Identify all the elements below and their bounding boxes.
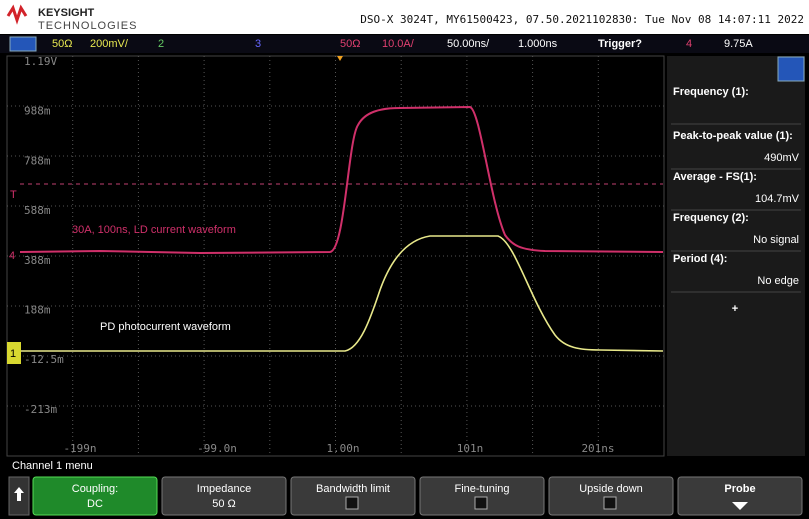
y-label: 1.19V: [24, 55, 57, 68]
menu-title: Channel 1 menu: [12, 460, 93, 472]
side-panel: [667, 56, 805, 456]
trigger-position-marker: [337, 56, 343, 61]
panel-label: Period (4):: [673, 253, 727, 265]
y-label: 188m: [24, 304, 51, 317]
ch1-waveform: [20, 235, 664, 352]
brand-sub: TECHNOLOGIES: [38, 20, 137, 32]
panel-value: 490mV: [764, 152, 800, 164]
panel-add[interactable]: +: [732, 303, 738, 315]
softkey-value: 50 Ω: [212, 498, 236, 510]
grid: [7, 56, 664, 456]
toolbar-trig-level: 9.75A: [724, 38, 753, 50]
instrument-info: DSO-X 3024T, MY61500423, 07.50.202110283…: [360, 13, 804, 26]
toolbar-ch1-imp: 50Ω: [52, 38, 72, 50]
y-label: 788m: [24, 154, 51, 167]
softkey-label: Impedance: [197, 483, 251, 495]
toolbar-ch2: 2: [158, 38, 164, 50]
softkey-label: Upside down: [579, 483, 643, 495]
softkey-checkbox: [474, 496, 488, 510]
y-label: 588m: [24, 204, 51, 217]
x-label: 201ns: [581, 442, 614, 455]
panel-value: No signal: [753, 234, 799, 246]
softkey-value: DC: [87, 498, 103, 510]
softkey[interactable]: [32, 476, 158, 516]
y-label: -12.5m: [24, 353, 64, 366]
toolbar-trig-ch: 4: [686, 38, 692, 50]
softkey-label: Fine-tuning: [454, 483, 509, 495]
panel-menu-icon[interactable]: [777, 56, 805, 82]
softkey-checkbox: [345, 496, 359, 510]
panel-label: Frequency (1):: [673, 86, 749, 98]
softkey[interactable]: [161, 476, 287, 516]
panel-label: Peak-to-peak value (1):: [673, 130, 793, 142]
y-label: -213m: [24, 403, 57, 416]
x-label: -99.0n: [197, 442, 237, 455]
x-label: 1.00n: [326, 442, 359, 455]
softkey-label: Bandwidth limit: [316, 483, 390, 495]
toolbar: [0, 35, 809, 53]
softkey[interactable]: [290, 476, 416, 516]
marker-ch1: 1: [10, 348, 16, 360]
panel-label: Average - FS(1):: [673, 171, 757, 183]
toolbar-ch1-scale: 200mV/: [90, 38, 129, 50]
y-label: 388m: [24, 254, 51, 267]
back-arrow: [14, 487, 24, 501]
toolbar-trigger: Trigger?: [598, 38, 642, 50]
annotation-ld: 30A, 100ns, LD current waveform: [72, 224, 236, 236]
menu-icon[interactable]: [9, 36, 37, 52]
softkey-arrow: [732, 502, 748, 510]
toolbar-ch4-imp: 50Ω: [340, 38, 360, 50]
annotation-pd: PD photocurrent waveform: [100, 321, 231, 333]
ch1-marker-box: [7, 342, 21, 364]
panel-value: 104.7mV: [755, 193, 800, 205]
toolbar-ch3: 3: [255, 38, 261, 50]
x-label: 101n: [457, 442, 484, 455]
softkey-label: Probe: [724, 483, 755, 495]
marker-ch4: 4: [9, 250, 15, 262]
x-label: -199n: [63, 442, 96, 455]
header-bar: [0, 0, 809, 34]
softkey-checkbox: [603, 496, 617, 510]
marker-trigger: T: [10, 189, 17, 201]
softkey[interactable]: [548, 476, 674, 516]
softkey-label: Coupling:: [72, 483, 118, 495]
y-label: 988m: [24, 105, 51, 118]
panel-value: No edge: [757, 275, 799, 287]
toolbar-timebase: 50.00ns/: [447, 38, 490, 50]
toolbar-delay: 1.000ns: [518, 38, 558, 50]
panel-label: Frequency (2):: [673, 212, 749, 224]
softkey[interactable]: [677, 476, 803, 516]
logo: [6, 4, 28, 25]
softkey[interactable]: [419, 476, 545, 516]
brand: KEYSIGHT: [38, 7, 95, 19]
ch4-waveform: [19, 105, 664, 255]
toolbar-ch4-scale: 10.0A/: [382, 38, 415, 50]
